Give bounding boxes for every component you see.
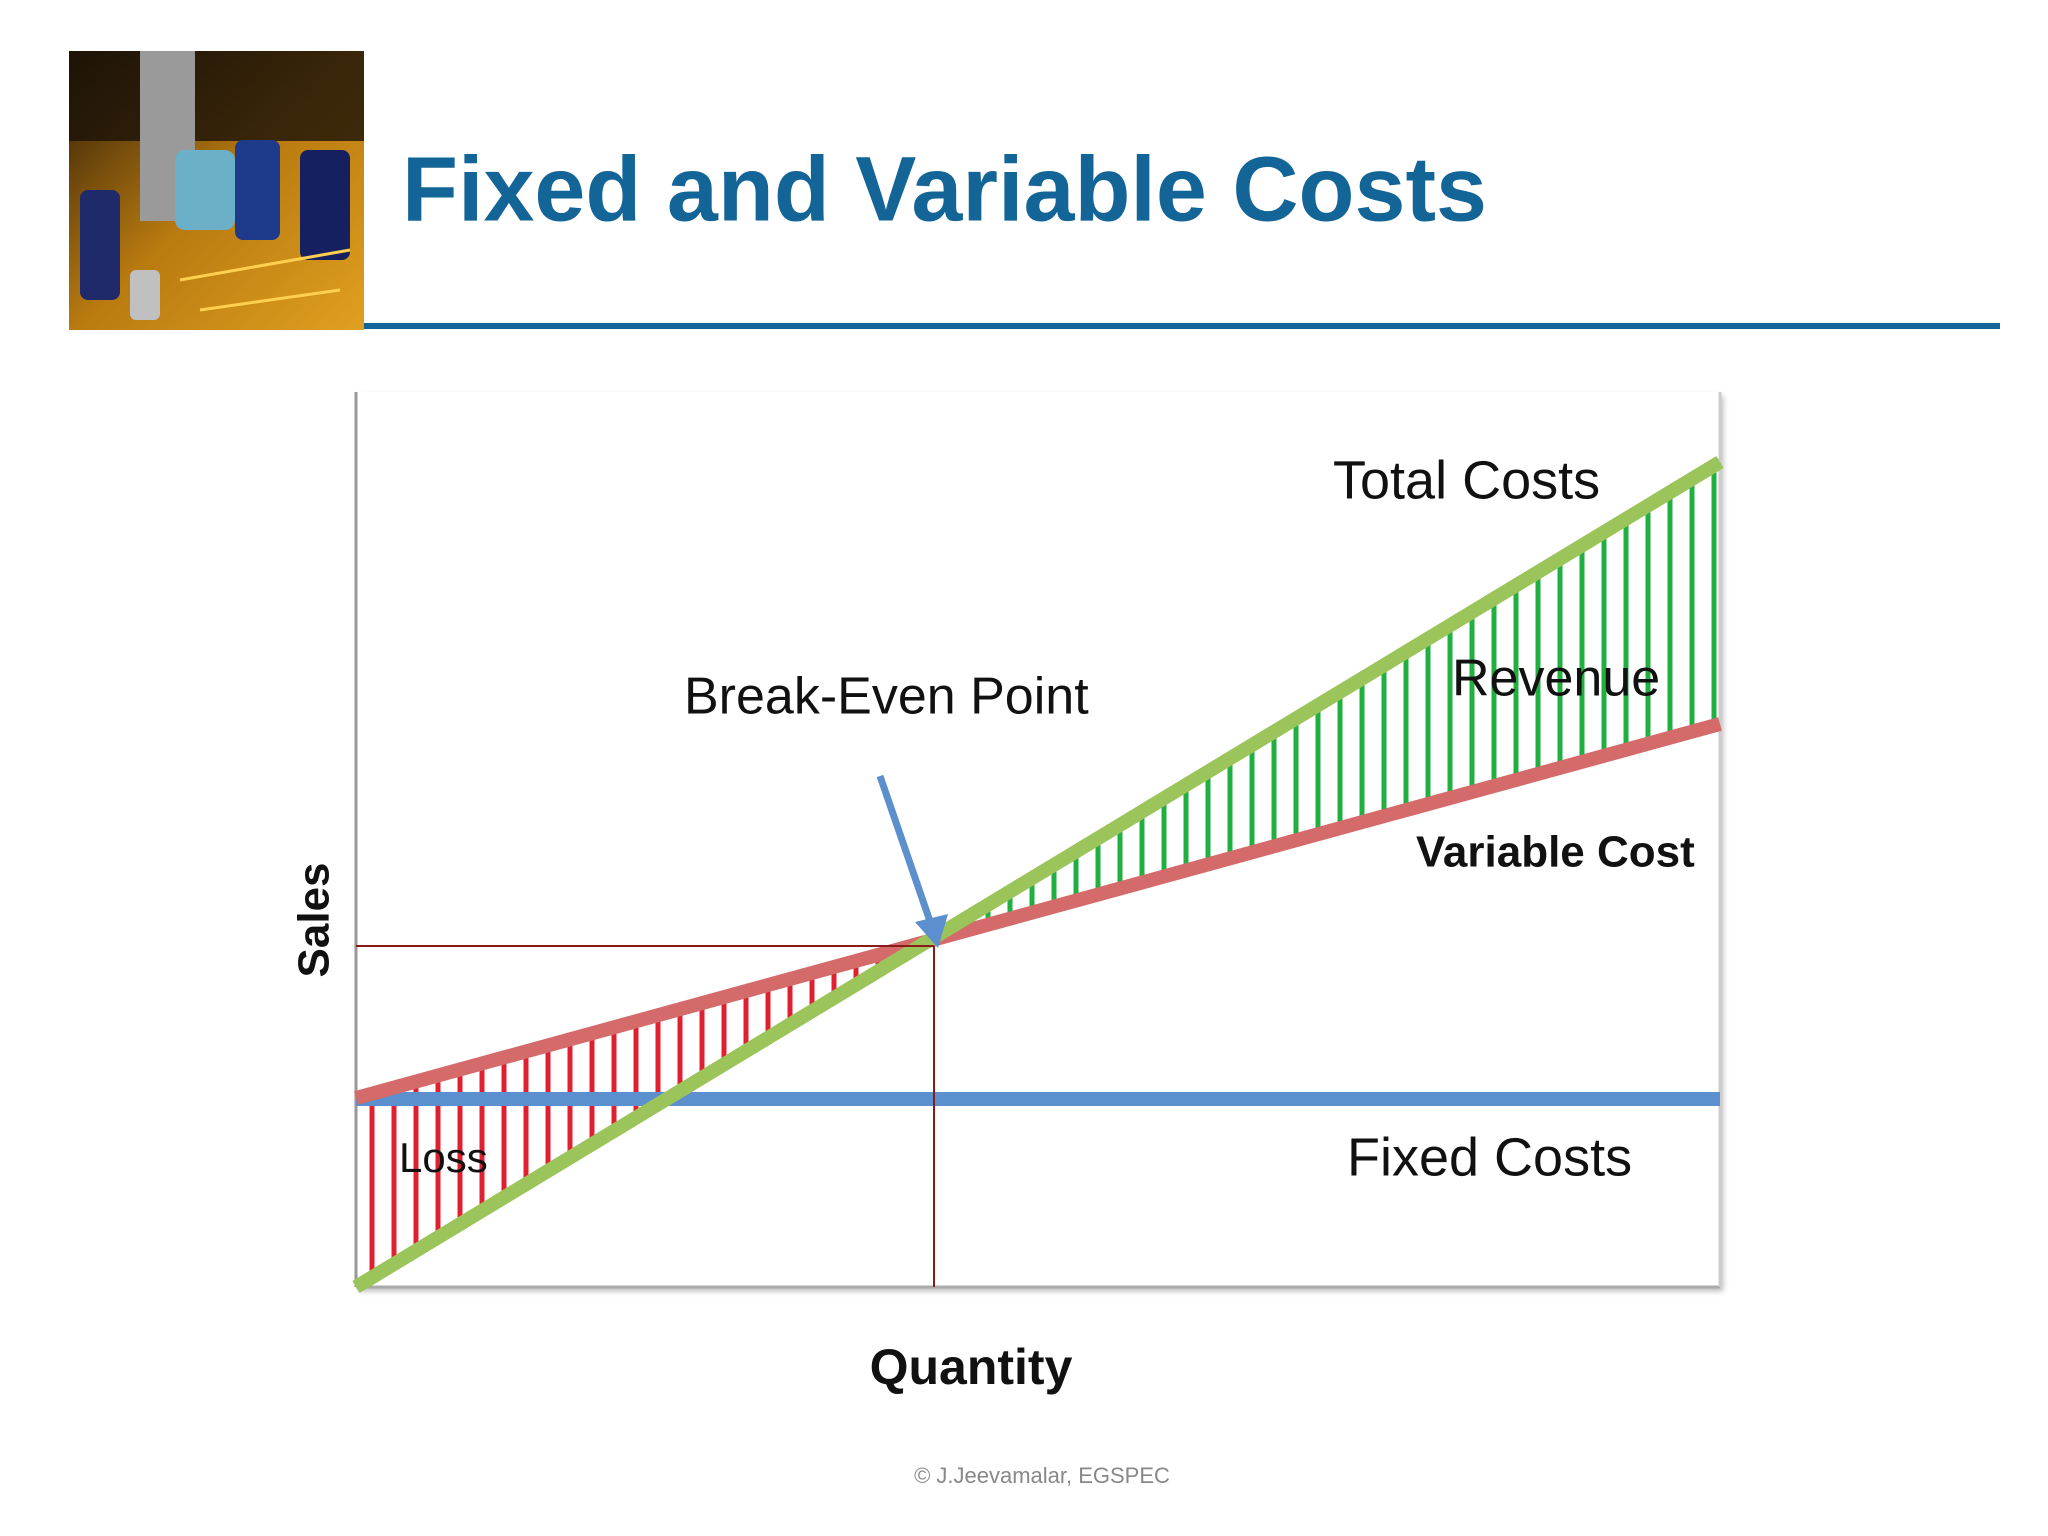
chart-frame xyxy=(356,392,1720,1287)
break-even-arrow xyxy=(876,774,948,948)
revenue-label: Revenue xyxy=(1452,650,1660,708)
variable-cost-label: Variable Cost xyxy=(1416,828,1695,877)
y-axis-label: Sales xyxy=(290,863,339,978)
variable-cost-line xyxy=(354,717,1722,1105)
slide-title: Fixed and Variable Costs xyxy=(402,138,1487,240)
fixed-costs-label: Fixed Costs xyxy=(1347,1127,1632,1187)
x-axis-label: Quantity xyxy=(870,1339,1073,1395)
hatching xyxy=(369,465,1717,1278)
title-rule xyxy=(364,323,2000,329)
footer: © J.Jeevamalar, EGSPEC xyxy=(914,1463,1170,1488)
loss-label: Loss xyxy=(399,1134,488,1181)
total-costs-label: Total Costs xyxy=(1333,450,1600,510)
total-cost-line xyxy=(352,456,1724,1293)
break-even-label: Break-Even Point xyxy=(684,668,1089,726)
header-image xyxy=(69,51,364,330)
